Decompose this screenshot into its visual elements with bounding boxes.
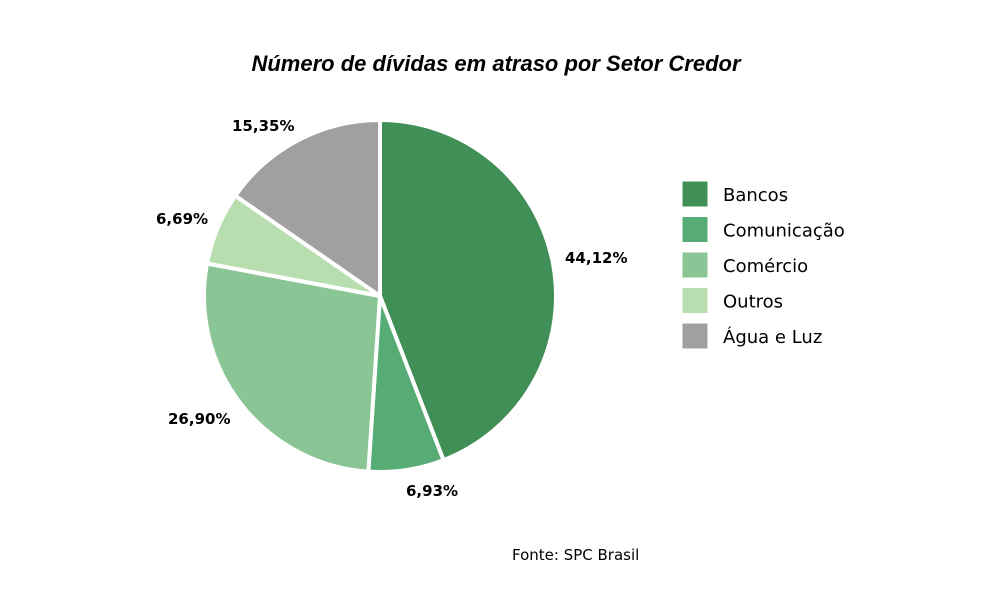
legend-swatch [681,287,709,314]
pie-slices [202,118,558,474]
source-note: Fonte: SPC Brasil [512,546,639,564]
legend-swatch [681,216,709,243]
slice-value-label: 15,35% [232,117,294,135]
legend-label: Outros [723,292,783,313]
pie-slice-agua-e-luz [233,118,382,298]
slice-value-label: 6,69% [156,210,208,228]
slice-labels: 44,12% 6,93% 26,90% 6,69% 15,35% [156,117,627,500]
legend-swatch [681,180,709,208]
legend: Bancos Comunicação Comércio Outros Água e Lu… [681,180,845,350]
slice-value-label: 44,12% [565,249,627,267]
legend-label: Comunicação [723,221,845,242]
slice-value-label: 26,90% [168,410,230,428]
slice-value-label: 6,93% [406,482,458,500]
legend-swatch [681,322,709,350]
legend-label: Comércio [723,256,808,277]
legend-label: Bancos [723,185,788,206]
pie-slice-bancos [378,118,558,463]
pie-slice-comercio [202,261,382,474]
legend-swatch [681,251,709,279]
legend-label: Água e Luz [723,326,822,348]
chart-title: Número de dívidas em atraso por Setor Cr… [251,51,741,76]
